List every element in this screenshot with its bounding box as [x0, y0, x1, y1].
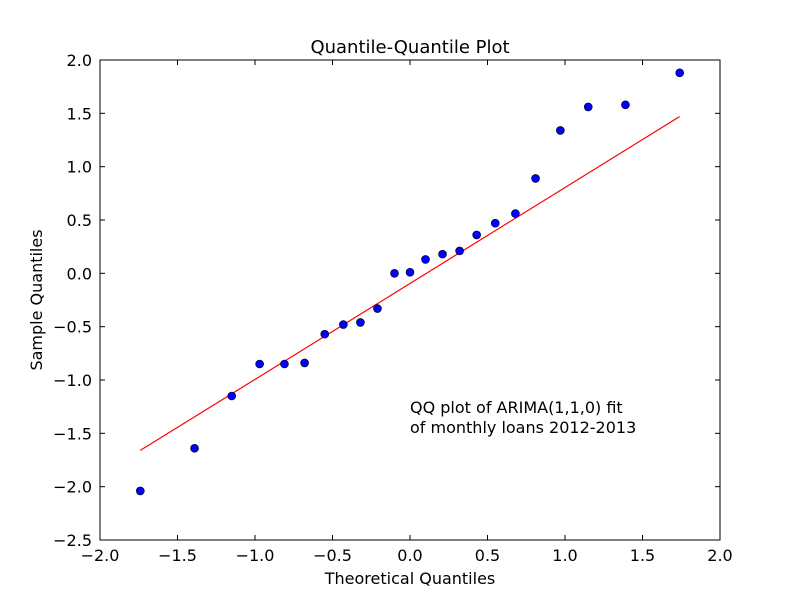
data-point: [511, 209, 520, 218]
data-point: [675, 68, 685, 78]
data-point: [621, 100, 630, 110]
y-tick-label: 1.0: [67, 158, 92, 177]
data-point: [356, 318, 365, 327]
data-point: [390, 269, 399, 278]
x-axis-label: Theoretical Quantiles: [324, 569, 496, 588]
points-layer: [136, 68, 685, 496]
plot-area: [136, 68, 685, 496]
data-point: [190, 443, 199, 453]
data-point: [472, 230, 481, 240]
data-point: [421, 255, 430, 264]
x-tick-label: 0.5: [475, 546, 500, 565]
x-tick-label: 1.5: [630, 546, 655, 565]
data-point: [438, 249, 447, 259]
y-axis-ticks: −2.5 −2.0 −1.5 −1.0 −0.5 0.0 0.5 1.0 1.5 2.0: [53, 51, 720, 550]
x-tick-label: 0.0: [397, 546, 422, 565]
annotation-line-2: of monthly loans 2012-2013: [410, 418, 636, 437]
data-point: [405, 267, 415, 277]
annotation-line-1: QQ plot of ARIMA(1,1,0) fit: [410, 398, 623, 417]
data-point: [531, 174, 540, 183]
y-tick-label: −2.5: [53, 531, 92, 550]
data-point: [339, 320, 348, 329]
data-point: [300, 358, 309, 368]
y-tick-label: 0.5: [67, 211, 92, 230]
x-tick-label: 2.0: [707, 546, 732, 565]
y-tick-label: −1.0: [53, 371, 92, 390]
y-tick-label: −1.5: [53, 424, 92, 443]
data-point: [556, 126, 565, 135]
data-point: [136, 486, 145, 496]
y-tick-label: −0.5: [53, 318, 92, 337]
y-axis-label: Sample Quantiles: [27, 229, 46, 370]
data-point: [255, 359, 264, 369]
data-point: [280, 359, 289, 369]
x-axis-ticks: −2.0 −1.5 −1.0 −0.5 0.0 0.5 1.0 1.5 2.0: [81, 60, 733, 565]
x-tick-label: −2.0: [81, 546, 120, 565]
data-point: [320, 329, 330, 339]
data-point: [583, 102, 593, 112]
y-tick-label: 0.0: [67, 264, 92, 283]
x-tick-label: −1.5: [158, 546, 197, 565]
data-point: [490, 218, 500, 228]
data-point: [373, 304, 382, 313]
x-tick-label: 1.0: [552, 546, 577, 565]
data-point: [455, 246, 464, 256]
x-tick-label: −1.0: [236, 546, 275, 565]
chart-title: Quantile-Quantile Plot: [310, 37, 509, 58]
x-tick-label: −0.5: [313, 546, 352, 565]
y-tick-label: −2.0: [53, 478, 92, 497]
y-tick-label: 2.0: [67, 51, 92, 70]
y-tick-label: 1.5: [67, 104, 92, 123]
data-point: [227, 391, 237, 401]
